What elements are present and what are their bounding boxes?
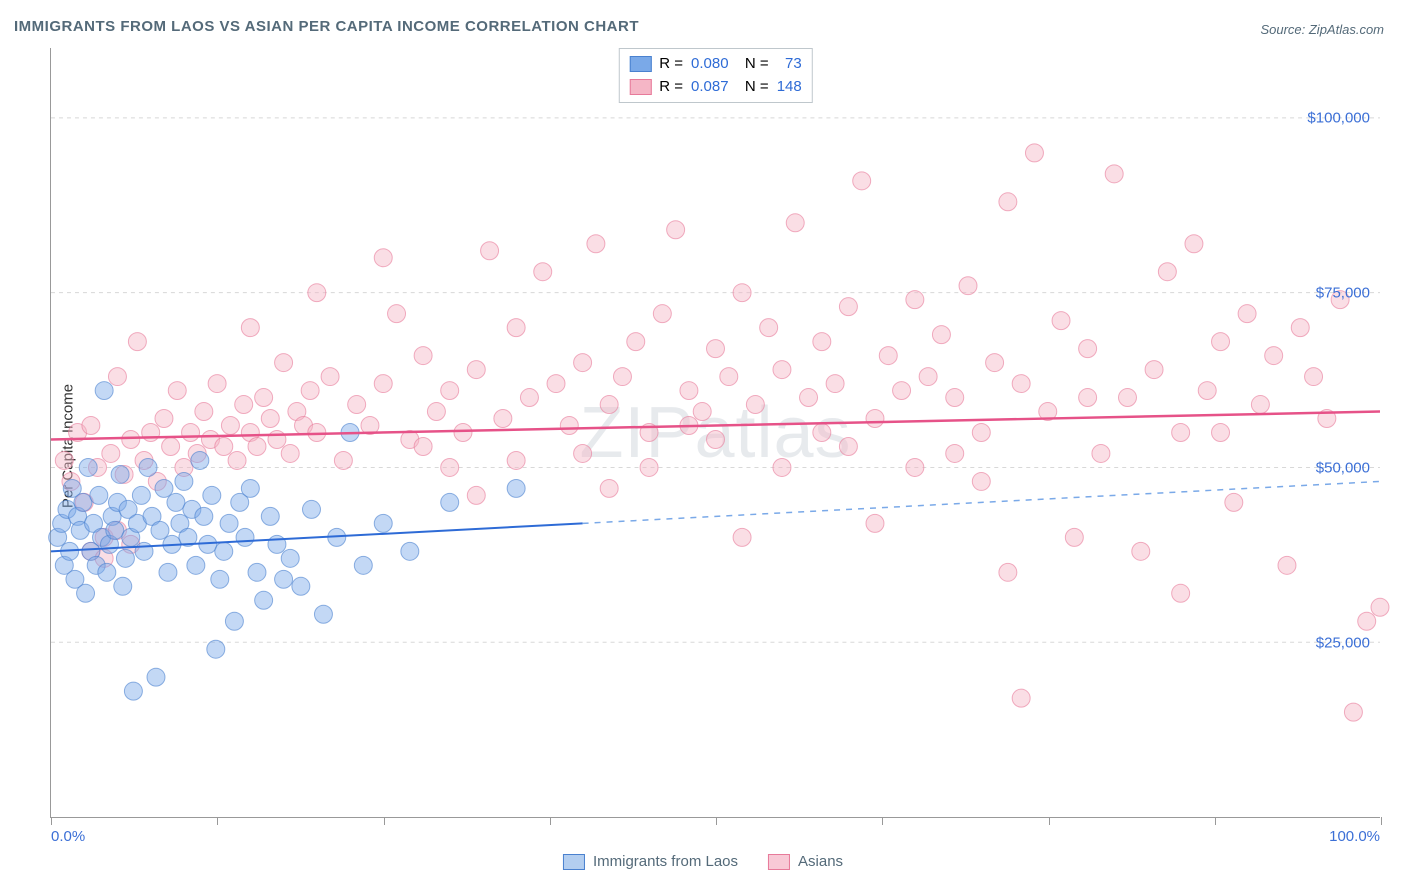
x-tick — [384, 817, 385, 825]
stats-r-label: R = — [659, 76, 683, 99]
stats-row-asians: R = 0.087 N = 148 — [629, 76, 801, 99]
y-tick-label: $25,000 — [1316, 635, 1370, 652]
bottom-legend: Immigrants from Laos Asians — [563, 853, 843, 870]
legend-swatch — [768, 854, 790, 870]
x-max-label: 100.0% — [1329, 828, 1380, 845]
swatch-asians — [629, 79, 651, 95]
plot-svg — [51, 48, 1380, 817]
stats-n-value-laos: 73 — [777, 53, 802, 76]
source-attribution: Source: ZipAtlas.com — [1260, 22, 1384, 37]
legend-swatch — [563, 854, 585, 870]
stats-legend: R = 0.080 N = 73 R = 0.087 N = 148 — [618, 48, 812, 103]
legend-label: Asians — [798, 853, 843, 870]
x-tick — [1381, 817, 1382, 825]
x-min-label: 0.0% — [51, 828, 85, 845]
x-tick — [1049, 817, 1050, 825]
x-tick — [1215, 817, 1216, 825]
stats-r-label: R = — [659, 53, 683, 76]
swatch-laos — [629, 56, 651, 72]
x-tick — [550, 817, 551, 825]
chart-title: IMMIGRANTS FROM LAOS VS ASIAN PER CAPITA… — [14, 18, 639, 35]
y-tick-label: $100,000 — [1307, 110, 1370, 127]
legend-item: Asians — [768, 853, 843, 870]
stats-r-value-laos: 0.080 — [691, 53, 729, 76]
x-tick — [716, 817, 717, 825]
stats-row-laos: R = 0.080 N = 73 — [629, 53, 801, 76]
x-tick — [217, 817, 218, 825]
y-tick-label: $50,000 — [1316, 460, 1370, 477]
stats-r-value-asians: 0.087 — [691, 76, 729, 99]
legend-item: Immigrants from Laos — [563, 853, 738, 870]
legend-label: Immigrants from Laos — [593, 853, 738, 870]
x-tick — [882, 817, 883, 825]
plot-area: ZIPatlas R = 0.080 N = 73 R = 0.087 N = … — [50, 48, 1380, 818]
stats-n-value-asians: 148 — [777, 76, 802, 99]
y-tick-label: $75,000 — [1316, 285, 1370, 302]
x-tick — [51, 817, 52, 825]
